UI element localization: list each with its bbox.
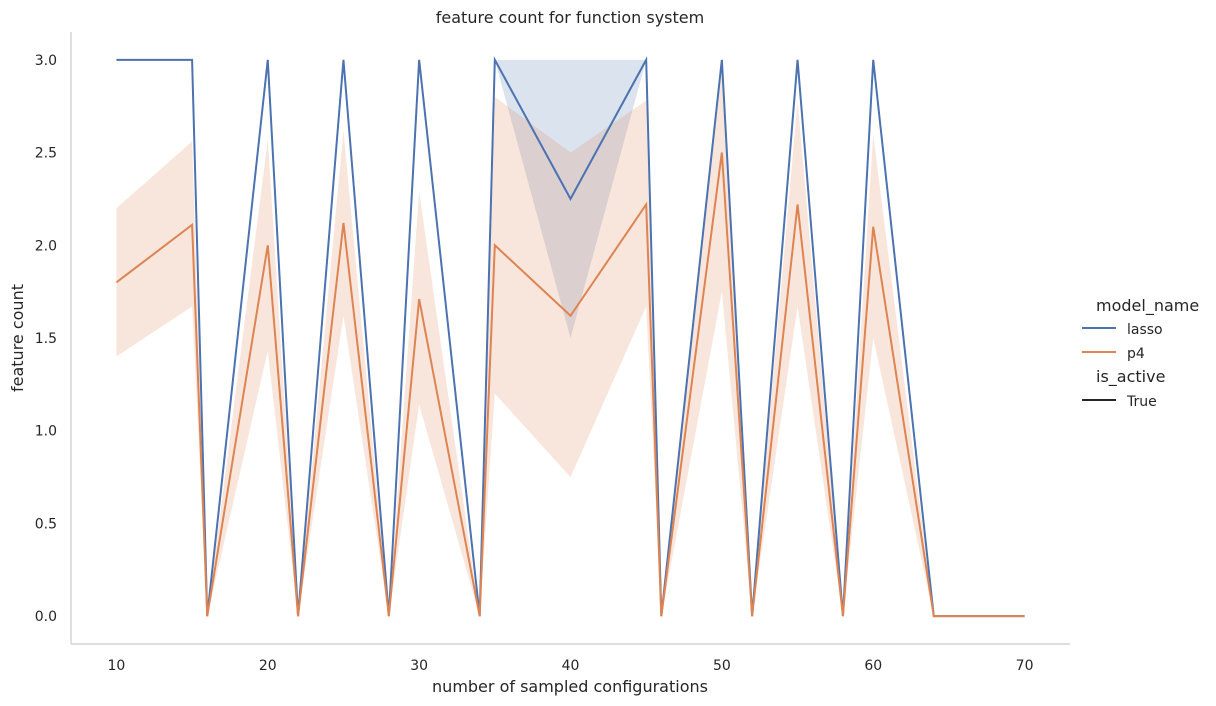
y-tick-label: 1.0 (35, 424, 57, 440)
ci-band-lasso (116, 59, 1025, 617)
y-tick-label: 1.5 (35, 331, 57, 347)
y-tick-label: 2.5 (35, 146, 57, 162)
chart-title: feature count for function system (436, 8, 704, 27)
x-tick-label: 20 (259, 658, 277, 674)
ci-band-p4 (116, 59, 1025, 617)
x-tick-label: 50 (713, 658, 731, 674)
x-axis-title: number of sampled configurations (432, 677, 708, 696)
x-tick-label: 60 (864, 658, 882, 674)
y-tick-labels: 0.0 0.5 1.0 1.5 2.0 2.5 3.0 (35, 53, 57, 625)
legend: model_name lasso p4 is_active True (1082, 296, 1199, 410)
legend-label-true: True (1126, 394, 1157, 410)
x-tick-label: 10 (107, 658, 125, 674)
x-tick-labels: 10 20 30 40 50 60 70 (107, 658, 1033, 674)
legend-label-p4: p4 (1127, 346, 1145, 362)
y-tick-label: 0.5 (35, 516, 57, 532)
confidence-bands (116, 59, 1025, 617)
legend-label-lasso: lasso (1127, 322, 1163, 338)
y-tick-label: 3.0 (35, 53, 57, 69)
legend-style-title: is_active (1096, 367, 1165, 387)
x-tick-label: 70 (1016, 658, 1034, 674)
y-tick-label: 0.0 (35, 609, 57, 625)
x-tick-label: 40 (562, 658, 580, 674)
legend-hue-title: model_name (1096, 296, 1199, 316)
y-axis-title: feature count (8, 284, 27, 392)
series-line-p4 (115, 152, 1025, 618)
series-lines (115, 56, 1025, 618)
series-line-lasso (116, 56, 1025, 618)
y-tick-label: 2.0 (35, 238, 57, 254)
x-tick-label: 30 (410, 658, 428, 674)
